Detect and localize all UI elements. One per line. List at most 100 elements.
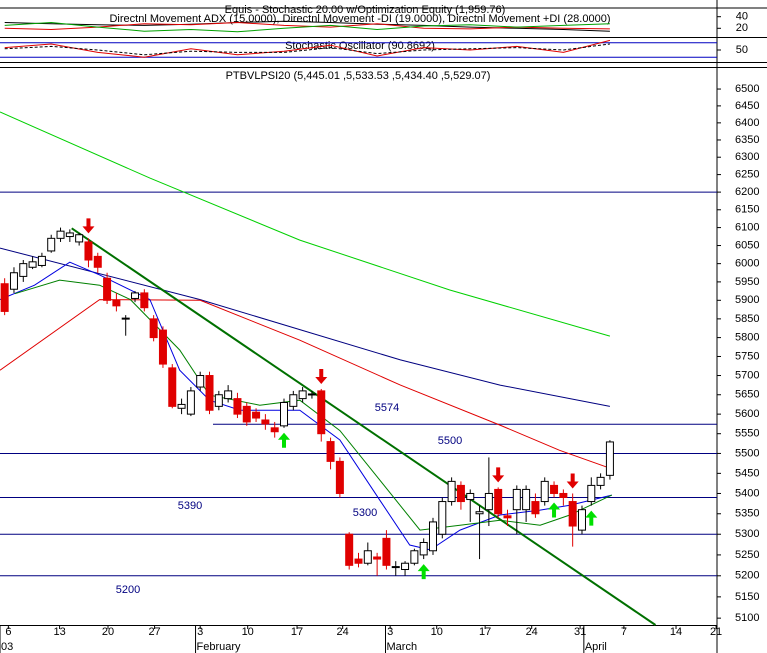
candle-body (503, 515, 512, 519)
candle-body (9, 272, 18, 290)
level-label: 5574 (375, 402, 399, 414)
candle-body (456, 484, 465, 503)
candle-body (550, 484, 559, 494)
candle-body (484, 492, 493, 511)
chart-title: PTBVLPSI20 (5,445.01 ,5,533.53 ,5,434.40… (226, 70, 491, 82)
x-tick-label: 7 (621, 626, 627, 638)
x-tick-label: 13 (53, 626, 65, 638)
y-tick-label: 5800 (735, 331, 759, 343)
candle-body (149, 318, 158, 339)
y-tick-label: 6250 (735, 168, 759, 180)
indicator-line (4, 21, 610, 33)
candle-body (335, 460, 344, 494)
panel-subtitle: Directnl Movement ADX (15.0000), Directn… (109, 13, 610, 25)
candle-body (373, 556, 382, 560)
y-tick-label: 5100 (735, 612, 759, 624)
candle-body (131, 292, 140, 299)
x-tick-label: 24 (526, 626, 538, 638)
y-tick-label: 5250 (735, 549, 759, 561)
candle-body (84, 241, 93, 261)
candle-body (65, 232, 74, 238)
month-label: February (197, 641, 242, 653)
x-tick-label: 3 (387, 626, 393, 638)
y-tick-label: 50 (736, 44, 748, 56)
candle-body (168, 367, 177, 407)
candle-body (242, 405, 251, 423)
y-tick-label: 5700 (735, 369, 759, 381)
y-tick-label: 5550 (735, 428, 759, 440)
buy-arrow (278, 432, 291, 448)
month-label: April (585, 641, 607, 653)
buy-arrow (548, 502, 561, 518)
indicator-line (4, 20, 610, 32)
candle-body (428, 521, 437, 552)
indicator-line (4, 21, 610, 31)
y-tick-label: 6150 (735, 204, 759, 216)
candle-body (363, 550, 372, 564)
y-tick-label: 5500 (735, 447, 759, 459)
y-tick-label: 5450 (735, 467, 759, 479)
candle-body (205, 375, 214, 411)
sell-arrow (492, 467, 505, 483)
candle-body (186, 390, 195, 415)
y-tick-label: 5400 (735, 487, 759, 499)
candle-body (214, 394, 223, 407)
candle-body (307, 393, 316, 396)
month-label: March (387, 641, 418, 653)
y-tick-label: 5600 (735, 408, 759, 420)
candle-body (270, 427, 279, 433)
sell-arrow (566, 473, 579, 489)
y-tick-label: 5750 (735, 350, 759, 362)
candle-body (298, 390, 307, 400)
y-tick-label: 5950 (735, 276, 759, 288)
y-tick-label: 5200 (735, 570, 759, 582)
y-tick-label: 6500 (735, 83, 759, 95)
y-tick-label: 40 (736, 11, 748, 23)
candle-body (121, 317, 130, 320)
candle-body (93, 255, 102, 268)
level-label: 5500 (438, 435, 462, 447)
x-tick-label: 17 (479, 626, 491, 638)
x-tick-label: 3 (197, 626, 203, 638)
y-tick-label: 5900 (735, 294, 759, 306)
candle-body (447, 480, 456, 503)
candle-body (382, 537, 391, 566)
y-tick-label: 6050 (735, 239, 759, 251)
candle-body (280, 401, 289, 427)
candle-body (559, 492, 568, 499)
x-tick-label: 10 (431, 626, 443, 638)
candle-body (466, 492, 475, 501)
x-tick-label: 10 (242, 626, 254, 638)
candle-body (158, 329, 167, 365)
x-tick-label: 17 (291, 626, 303, 638)
candle-body (196, 375, 205, 388)
x-tick-label: 31 (574, 626, 586, 638)
candle-body (19, 263, 28, 277)
y-tick-label: 5650 (735, 389, 759, 401)
moving-average-line (71, 227, 657, 626)
y-tick-label: 6450 (735, 100, 759, 112)
candle-body (112, 299, 121, 307)
y-tick-label: 5150 (735, 591, 759, 603)
candle-body (391, 566, 400, 569)
candle-body (587, 484, 596, 503)
candle-body (354, 558, 363, 564)
candle-body (605, 441, 614, 476)
candle-body (326, 441, 335, 462)
x-tick-label: 21 (710, 626, 722, 638)
candle-body (531, 501, 540, 515)
indicator-line (4, 43, 610, 56)
candle-body (261, 419, 270, 425)
y-tick-label: 6350 (735, 134, 759, 146)
candle-body (577, 509, 586, 531)
level-label: 5390 (178, 500, 202, 512)
candle-body (177, 403, 186, 409)
x-tick-label: 6 (5, 626, 11, 638)
month-label: 03 (1, 641, 13, 653)
buy-arrow (585, 510, 598, 526)
indicator-line (4, 39, 611, 58)
candle-body (494, 488, 503, 515)
x-tick-label: 14 (670, 626, 682, 638)
y-tick-label: 6200 (735, 186, 759, 198)
y-tick-label: 6300 (735, 151, 759, 163)
